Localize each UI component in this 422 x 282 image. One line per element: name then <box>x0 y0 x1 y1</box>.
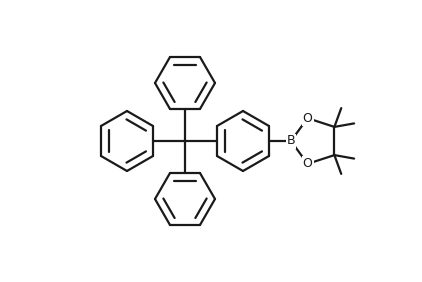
Text: B: B <box>287 135 295 147</box>
Text: O: O <box>303 112 313 125</box>
Text: O: O <box>303 157 313 170</box>
